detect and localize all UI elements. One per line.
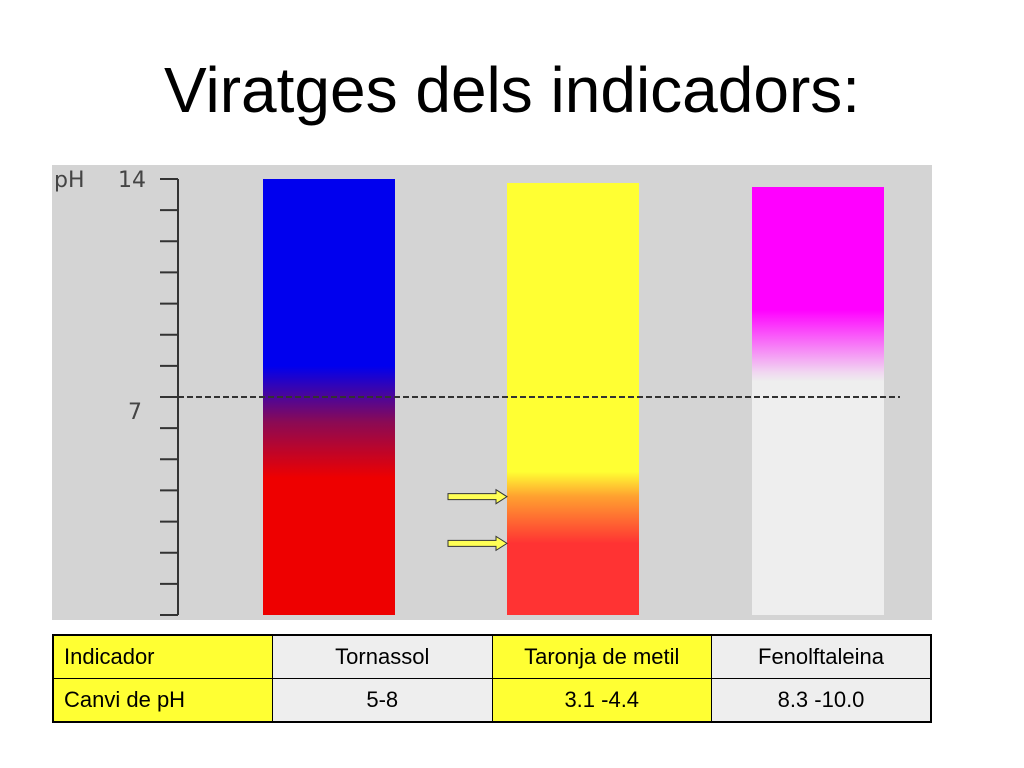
table-cell: Tornassol xyxy=(272,634,493,679)
slide-title: Viratges dels indicadors: xyxy=(163,54,861,126)
transition-arrows xyxy=(447,488,508,552)
table-cell: 5-8 xyxy=(272,678,493,723)
table-header-label: Indicador xyxy=(52,634,273,679)
indicator-diagram: pH 14 7 xyxy=(52,165,932,620)
table-cell: 8.3 -10.0 xyxy=(711,678,932,723)
table-cell: 3.1 -4.4 xyxy=(491,678,712,723)
indicator-table: Indicador Tornassol Taronja de metil Fen… xyxy=(52,634,932,723)
table-row-label: Canvi de pH xyxy=(52,678,273,723)
indicator-column-fenolftaleina xyxy=(752,187,884,615)
table-cell: Fenolftaleina xyxy=(711,634,932,679)
table-row: Canvi de pH 5-8 3.1 -4.4 8.3 -10.0 xyxy=(52,678,932,723)
arrow-marker xyxy=(447,535,508,552)
indicator-column-taronja-de-metil xyxy=(507,183,639,615)
table-row: Indicador Tornassol Taronja de metil Fen… xyxy=(52,634,932,679)
ph-neutral-label: 7 xyxy=(128,400,142,425)
ph-top-label: 14 xyxy=(118,168,146,193)
arrow-marker xyxy=(447,488,508,505)
ph-unit-label: pH xyxy=(54,168,85,193)
table-cell: Taronja de metil xyxy=(491,634,712,679)
